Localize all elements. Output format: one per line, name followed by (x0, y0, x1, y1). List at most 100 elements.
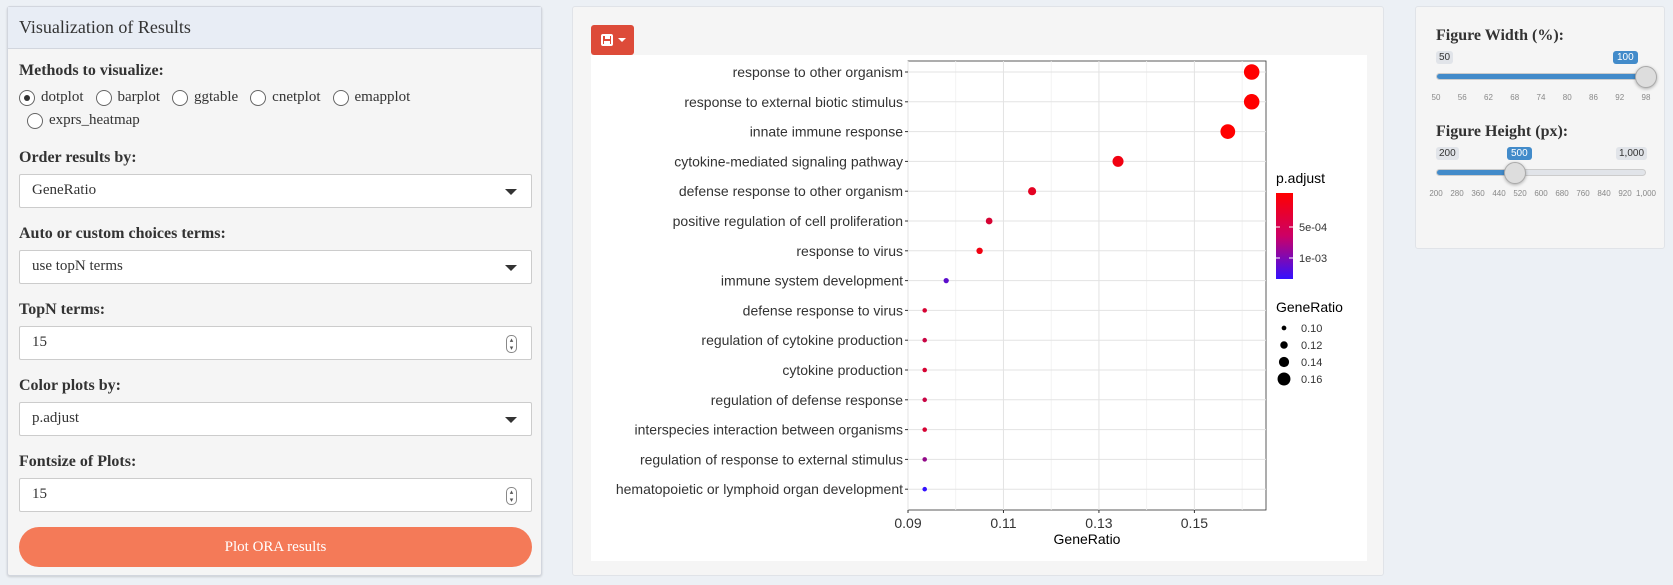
y-tick-label: regulation of cytokine production (701, 332, 903, 348)
choice-terms-select[interactable]: use topN terms (19, 250, 532, 284)
data-point (922, 457, 927, 462)
y-tick-label: cytokine production (782, 362, 903, 378)
size-legend-label: 0.10 (1301, 323, 1322, 335)
y-tick-label: hematopoietic or lymphoid organ developm… (616, 481, 903, 497)
slider-tick-label: 760 (1576, 189, 1590, 198)
radio-icon[interactable] (250, 89, 267, 106)
width-slider-min: 50 (1436, 51, 1454, 64)
x-tick-label: 0.13 (1085, 515, 1112, 531)
slider-tick-label: 680 (1555, 189, 1569, 198)
radio-checked-icon[interactable] (19, 89, 35, 106)
slider-tick-label: 520 (1513, 189, 1527, 198)
methods-radio-group: dotplot barplot ggtable cnetplot emapplo… (19, 89, 422, 106)
color-by-label: Color plots by: (19, 377, 121, 394)
y-tick-label: response to other organism (733, 64, 903, 80)
height-slider-value: 500 (1507, 147, 1532, 160)
x-tick-label: 0.11 (990, 515, 1016, 531)
width-slider-fill (1437, 74, 1645, 79)
data-point (922, 427, 927, 432)
height-slider-fill (1437, 170, 1515, 175)
slider-tick-label: 280 (1450, 189, 1464, 198)
height-slider-handle[interactable] (1503, 162, 1526, 184)
slider-tick-label: 98 (1641, 93, 1651, 102)
width-slider-track[interactable] (1436, 73, 1646, 80)
radio-icon[interactable] (27, 112, 43, 129)
data-point (985, 217, 993, 225)
data-point (922, 486, 927, 492)
slider-tick-label: 50 (1431, 93, 1441, 102)
radio-icon[interactable] (172, 89, 189, 106)
data-point (1112, 155, 1124, 167)
spinner-icon[interactable]: ▴ ▾ (506, 335, 517, 353)
y-tick-label: defense response to virus (743, 302, 903, 318)
x-tick-label: 0.15 (1181, 515, 1208, 531)
order-by-select[interactable]: GeneRatio (19, 174, 532, 208)
color-legend-label: 5e-04 (1299, 222, 1327, 234)
size-legend-dot (1278, 356, 1290, 368)
height-slider-track[interactable] (1436, 169, 1646, 176)
fontsize-input[interactable]: 15 ▴ ▾ (19, 478, 532, 512)
chart-svg: response to other organism response to ex… (616, 60, 1343, 547)
radio-dotplot[interactable]: dotplot (19, 89, 84, 106)
y-tick-label: innate immune response (750, 124, 904, 140)
y-tick-label: response to virus (796, 243, 903, 259)
methods-label: Methods to visualize: (19, 62, 164, 79)
radio-exprs-heatmap[interactable]: exprs_heatmap (27, 112, 140, 129)
slider-tick-label: 56 (1457, 93, 1467, 102)
figure-size-panel: Figure Width (%): 50 100 50 56 62 68 74 80 86 9… (1415, 6, 1665, 249)
data-point (922, 397, 927, 403)
x-axis-label: GeneRatio (1054, 531, 1121, 547)
y-tick-label: defense response to other organism (679, 183, 903, 199)
fontsize-label: Fontsize of Plots: (19, 453, 137, 470)
save-dropdown-button[interactable] (591, 25, 634, 55)
color-legend-bar (1276, 193, 1293, 279)
topn-input[interactable]: 15 ▴ ▾ (19, 326, 532, 360)
methods-radio-group-row2: exprs_heatmap (27, 112, 152, 129)
data-point (976, 247, 983, 254)
y-tick-label: interspecies interaction between organis… (635, 422, 903, 438)
data-point (922, 367, 927, 373)
slider-tick-label: 920 (1618, 189, 1632, 198)
width-slider-handle[interactable] (1635, 66, 1657, 88)
width-slider-value: 100 (1613, 51, 1638, 64)
data-point (1028, 187, 1037, 196)
y-tick-label: regulation of defense response (711, 392, 903, 408)
color-legend-label: 1e-03 (1299, 253, 1327, 265)
caret-down-icon (505, 265, 517, 271)
slider-tick-label: 62 (1484, 93, 1493, 102)
size-legend-dot (1281, 325, 1287, 331)
spinner-icon[interactable]: ▴ ▾ (506, 487, 517, 505)
y-tick-label: regulation of response to external stimu… (640, 451, 903, 467)
color-legend-title: p.adjust (1276, 170, 1325, 186)
slider-tick-label: 74 (1536, 93, 1546, 102)
color-by-select[interactable]: p.adjust (19, 402, 532, 436)
height-slider-min: 200 (1436, 147, 1459, 160)
size-legend-label: 0.12 (1301, 340, 1322, 352)
y-tick-label: cytokine-mediated signaling pathway (674, 153, 903, 169)
plot-ora-button[interactable]: Plot ORA results (19, 527, 532, 567)
data-point (1243, 94, 1260, 110)
size-legend-dot (1277, 372, 1291, 386)
radio-barplot[interactable]: barplot (95, 89, 160, 106)
data-point (922, 337, 927, 343)
dotplot-chart: response to other organism response to ex… (591, 55, 1367, 561)
data-point (1243, 64, 1260, 80)
visualization-panel: Visualization of Results Methods to visu… (7, 6, 542, 576)
slider-tick-label: 1,000 (1635, 189, 1657, 198)
data-point (943, 277, 949, 284)
topn-label: TopN terms: (19, 301, 106, 318)
radio-ggtable[interactable]: ggtable (172, 89, 238, 106)
slider-tick-label: 440 (1492, 189, 1506, 198)
radio-icon[interactable] (95, 89, 112, 106)
height-slider-label: Figure Height (px): (1436, 123, 1569, 140)
plot-panel: response to other organism response to ex… (572, 6, 1384, 576)
save-icon (601, 34, 613, 46)
size-legend-label: 0.16 (1301, 374, 1322, 386)
radio-icon[interactable] (332, 89, 349, 106)
slider-tick-label: 600 (1534, 189, 1548, 198)
radio-emapplot[interactable]: emapplot (332, 89, 410, 106)
radio-cnetplot[interactable]: cnetplot (250, 89, 321, 106)
slider-tick-label: 200 (1429, 189, 1443, 198)
height-slider-max: 1,000 (1616, 147, 1648, 160)
data-point (922, 308, 927, 313)
